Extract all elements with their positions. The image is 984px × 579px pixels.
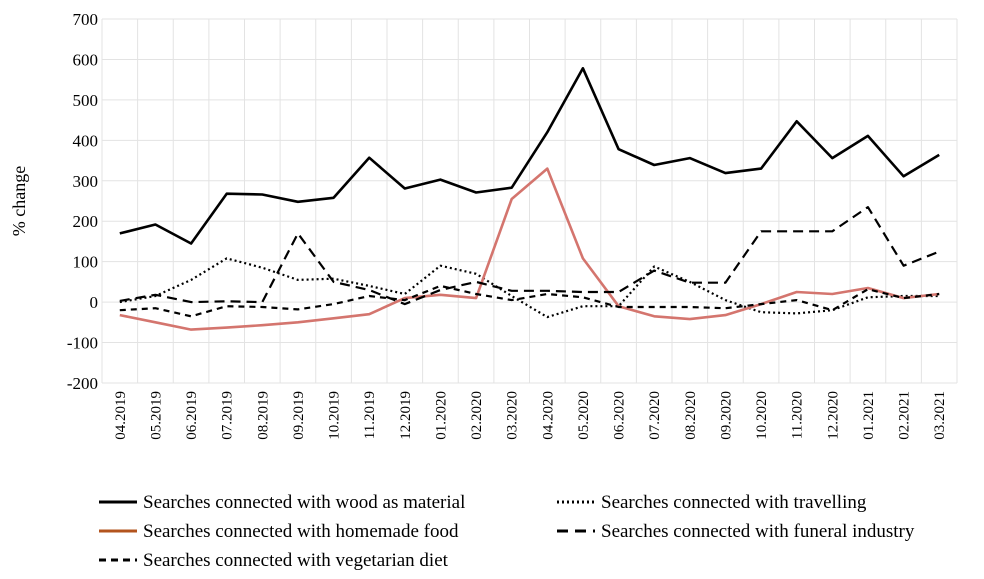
x-tick-label-0: 04.2019 — [113, 391, 129, 440]
x-tick-label-20: 12.2020 — [825, 391, 841, 440]
y-tick-label-8: 600 — [73, 50, 99, 69]
y-axis-ticks: -200 -100 0 100 200 300 400 500 600 700 — [67, 10, 98, 393]
x-tick-label-22: 02.2021 — [897, 391, 913, 440]
x-tick-label-17: 09.2020 — [718, 391, 734, 440]
x-tick-label-3: 07.2019 — [220, 391, 236, 440]
y-tick-label-4: 200 — [73, 212, 99, 231]
gridlines — [101, 18, 958, 384]
x-tick-label-2: 06.2019 — [184, 391, 200, 440]
series-line-0 — [119, 67, 940, 245]
legend-label-0: Searches connected with wood as material — [143, 492, 465, 513]
x-tick-label-19: 11.2020 — [790, 391, 806, 439]
legend-label-4: Searches connected with vegetarian diet — [143, 550, 449, 571]
x-tick-label-16: 08.2020 — [683, 391, 699, 440]
x-tick-label-6: 10.2019 — [327, 391, 343, 440]
y-tick-label-3: 100 — [73, 253, 99, 272]
y-tick-label-2: 0 — [90, 293, 99, 312]
x-tick-label-15: 07.2020 — [647, 391, 663, 440]
x-tick-label-11: 03.2020 — [505, 391, 521, 440]
x-tick-label-18: 10.2020 — [754, 391, 770, 440]
series-line-2 — [119, 167, 940, 331]
x-tick-label-21: 01.2021 — [861, 391, 877, 440]
x-tick-label-1: 05.2019 — [148, 391, 164, 440]
x-tick-label-12: 04.2020 — [540, 391, 556, 440]
x-axis-ticks: 04.2019 05.2019 06.2019 07.2019 08.2019 09.20… — [113, 391, 948, 440]
y-tick-label-5: 300 — [73, 172, 99, 191]
y-axis-title: % change — [9, 166, 29, 236]
y-tick-label-1: -100 — [67, 334, 98, 353]
y-tick-label-9: 700 — [73, 10, 99, 29]
x-tick-label-23: 03.2021 — [932, 391, 948, 440]
x-tick-label-9: 01.2020 — [433, 391, 449, 440]
x-tick-label-10: 02.2020 — [469, 391, 485, 440]
legend-label-2: Searches connected with homemade food — [143, 521, 459, 542]
x-tick-label-5: 09.2019 — [291, 391, 307, 440]
legend: Searches connected with wood as material… — [99, 492, 915, 571]
series-line-4 — [119, 284, 940, 318]
y-tick-label-6: 400 — [73, 131, 99, 150]
y-tick-label-0: -200 — [67, 374, 98, 393]
x-tick-label-8: 12.2019 — [398, 391, 414, 440]
series-line-3 — [119, 206, 940, 306]
x-tick-label-14: 06.2020 — [612, 391, 628, 440]
x-tick-label-4: 08.2019 — [255, 391, 271, 440]
legend-label-3: Searches connected with funeral industry — [601, 521, 915, 542]
x-tick-label-13: 05.2020 — [576, 391, 592, 440]
y-tick-label-7: 500 — [73, 91, 99, 110]
series-lines — [119, 67, 940, 331]
x-tick-label-7: 11.2019 — [362, 391, 378, 439]
legend-label-1: Searches connected with travelling — [601, 492, 867, 513]
